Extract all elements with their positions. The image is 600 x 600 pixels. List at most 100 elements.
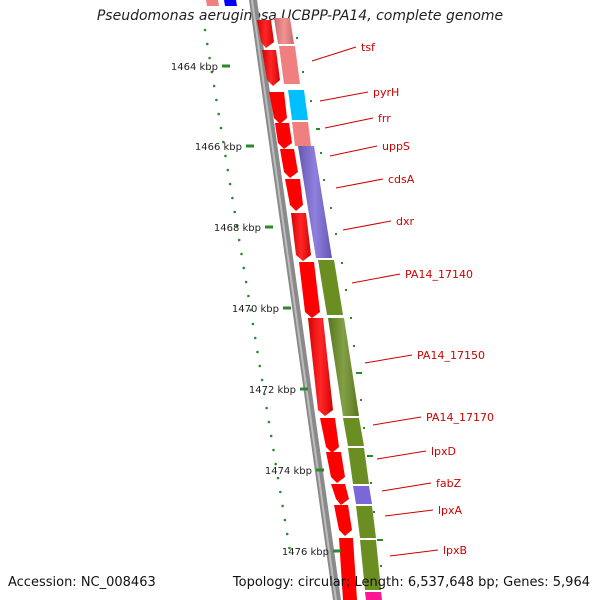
gene-label-lpxB[interactable]: lpxB [443, 544, 467, 557]
gene-label-leader [329, 145, 378, 157]
gene-label-PA14_17170[interactable]: PA14_17170 [426, 411, 494, 424]
gene-label-leader [311, 46, 357, 62]
kbp-scale: 1464 kbp 1466 kbp 1468 kbp 1470 kbp 1472 kbp… [171, 28, 341, 558]
top-partial-features [206, 0, 237, 6]
gene-label-leader [351, 273, 401, 284]
cds-arrow [339, 538, 357, 600]
scale-dot [237, 238, 241, 242]
gene-label-leader [319, 91, 369, 102]
gene-label-uppS[interactable]: uppS [382, 140, 410, 153]
genome-summary-text: Topology: circular; Length: 6,537,648 bp… [232, 575, 590, 590]
cds-arrow [334, 505, 352, 536]
cog-block-PA14_17170 [343, 418, 364, 446]
scale-dot [233, 210, 236, 214]
scale-dot [267, 420, 271, 424]
scale-dot [251, 322, 255, 326]
scale-tick-label: 1470 kbp [232, 304, 279, 315]
gene-label-cdsA[interactable]: cdsA [388, 173, 415, 186]
cds-arrow [331, 484, 349, 505]
scale-dot [276, 476, 280, 480]
scale-dot [247, 294, 250, 298]
gene-label-leader [324, 117, 374, 129]
scale-dot [222, 140, 225, 144]
scale-dot [263, 392, 266, 396]
scale-dot [256, 350, 259, 354]
scale-dot [228, 182, 232, 186]
scale-dot [226, 168, 230, 172]
scale-dot [203, 28, 207, 32]
scale-dot [274, 462, 278, 466]
cds-arrow [269, 92, 287, 124]
cds-arrow [285, 179, 303, 211]
scale-dot [283, 518, 287, 522]
gene-label-leader [389, 549, 439, 557]
scale-dot [288, 546, 291, 550]
cds-arrow [299, 262, 320, 318]
gene-label-PA14_17150[interactable]: PA14_17150 [417, 349, 485, 362]
cog-block-tsf [279, 46, 300, 84]
gene-label-leader [381, 482, 432, 492]
gene-label-leader [342, 220, 392, 231]
cog-block-lpxA [356, 506, 376, 538]
cog-block-fabZ [353, 486, 372, 504]
scale-dot [253, 336, 257, 340]
scale-dot [285, 532, 289, 536]
scale-tick-label: 1468 kbp [214, 223, 261, 234]
gene-label-leader [376, 450, 427, 460]
scale-dot [215, 98, 218, 102]
cog-block-PA14_17140 [318, 260, 343, 315]
scale-dot [269, 434, 273, 438]
scale-dot [224, 154, 227, 158]
scale-dot [210, 70, 214, 74]
outer-ticks [296, 37, 383, 567]
gene-label-PA14_17140[interactable]: PA14_17140 [405, 268, 473, 281]
scale-dot [217, 112, 220, 116]
scale-dot [279, 490, 282, 494]
gene-label-tsf[interactable]: tsf [361, 41, 376, 54]
scale-dot [265, 406, 268, 410]
scale-dot [244, 280, 248, 284]
gene-label-dxr[interactable]: dxr [396, 215, 414, 228]
scale-dot [242, 266, 246, 270]
gene-label-lpxA[interactable]: lpxA [438, 504, 463, 517]
scale-dot [219, 126, 223, 130]
scale-dot [249, 308, 252, 312]
gene-labels: tsf pyrH frr uppS cdsA dxr PA14_17140 PA14_1715… [311, 41, 494, 557]
scale-dot [235, 224, 239, 228]
scale-dot [281, 504, 284, 508]
scale-tick-label: 1476 kbp [282, 547, 329, 558]
gene-label-leader [335, 178, 384, 189]
gene-label-leader [384, 509, 434, 517]
gene-label-leader [372, 416, 422, 426]
scale-dot [258, 364, 262, 368]
scale-dot [260, 378, 264, 382]
scale-dot [272, 448, 275, 452]
cds-arrow [280, 149, 298, 178]
cog-block-lpxB [360, 540, 381, 590]
scale-tick-label: 1466 kbp [195, 142, 242, 153]
gene-label-pyrH[interactable]: pyrH [373, 86, 399, 99]
cog-block-frr [292, 122, 311, 146]
gene-label-lpxD[interactable]: lpxD [431, 445, 456, 458]
scale-dot [240, 252, 243, 256]
cds-arrow [326, 452, 345, 483]
gene-label-frr[interactable]: frr [378, 112, 391, 125]
scale-dot [212, 84, 216, 88]
scale-dot [208, 56, 211, 60]
cog-block-lpxD [348, 448, 369, 484]
scale-dot [231, 196, 234, 200]
cds-arrow [275, 123, 292, 149]
forward-cds-track [257, 20, 357, 600]
scale-dot [206, 42, 209, 46]
gene-label-fabZ[interactable]: fabZ [436, 477, 462, 490]
cds-arrow [320, 418, 339, 453]
scale-tick-label: 1464 kbp [171, 62, 218, 73]
scale-tick-label: 1474 kbp [265, 466, 312, 477]
accession-text: Accession: NC_008463 [8, 575, 156, 590]
gene-label-leader [364, 354, 413, 364]
cog-category-track [274, 18, 382, 600]
cog-block-pyrH [288, 90, 308, 120]
scale-tick-label: 1472 kbp [249, 385, 296, 396]
map-title: Pseudomonas aeruginosa UCBPP-PA14, compl… [96, 8, 504, 24]
